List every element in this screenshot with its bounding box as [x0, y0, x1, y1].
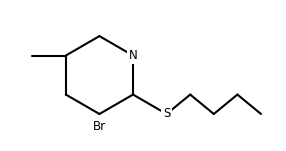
Text: Br: Br — [93, 120, 106, 133]
Text: N: N — [129, 49, 137, 62]
Text: S: S — [163, 108, 170, 120]
